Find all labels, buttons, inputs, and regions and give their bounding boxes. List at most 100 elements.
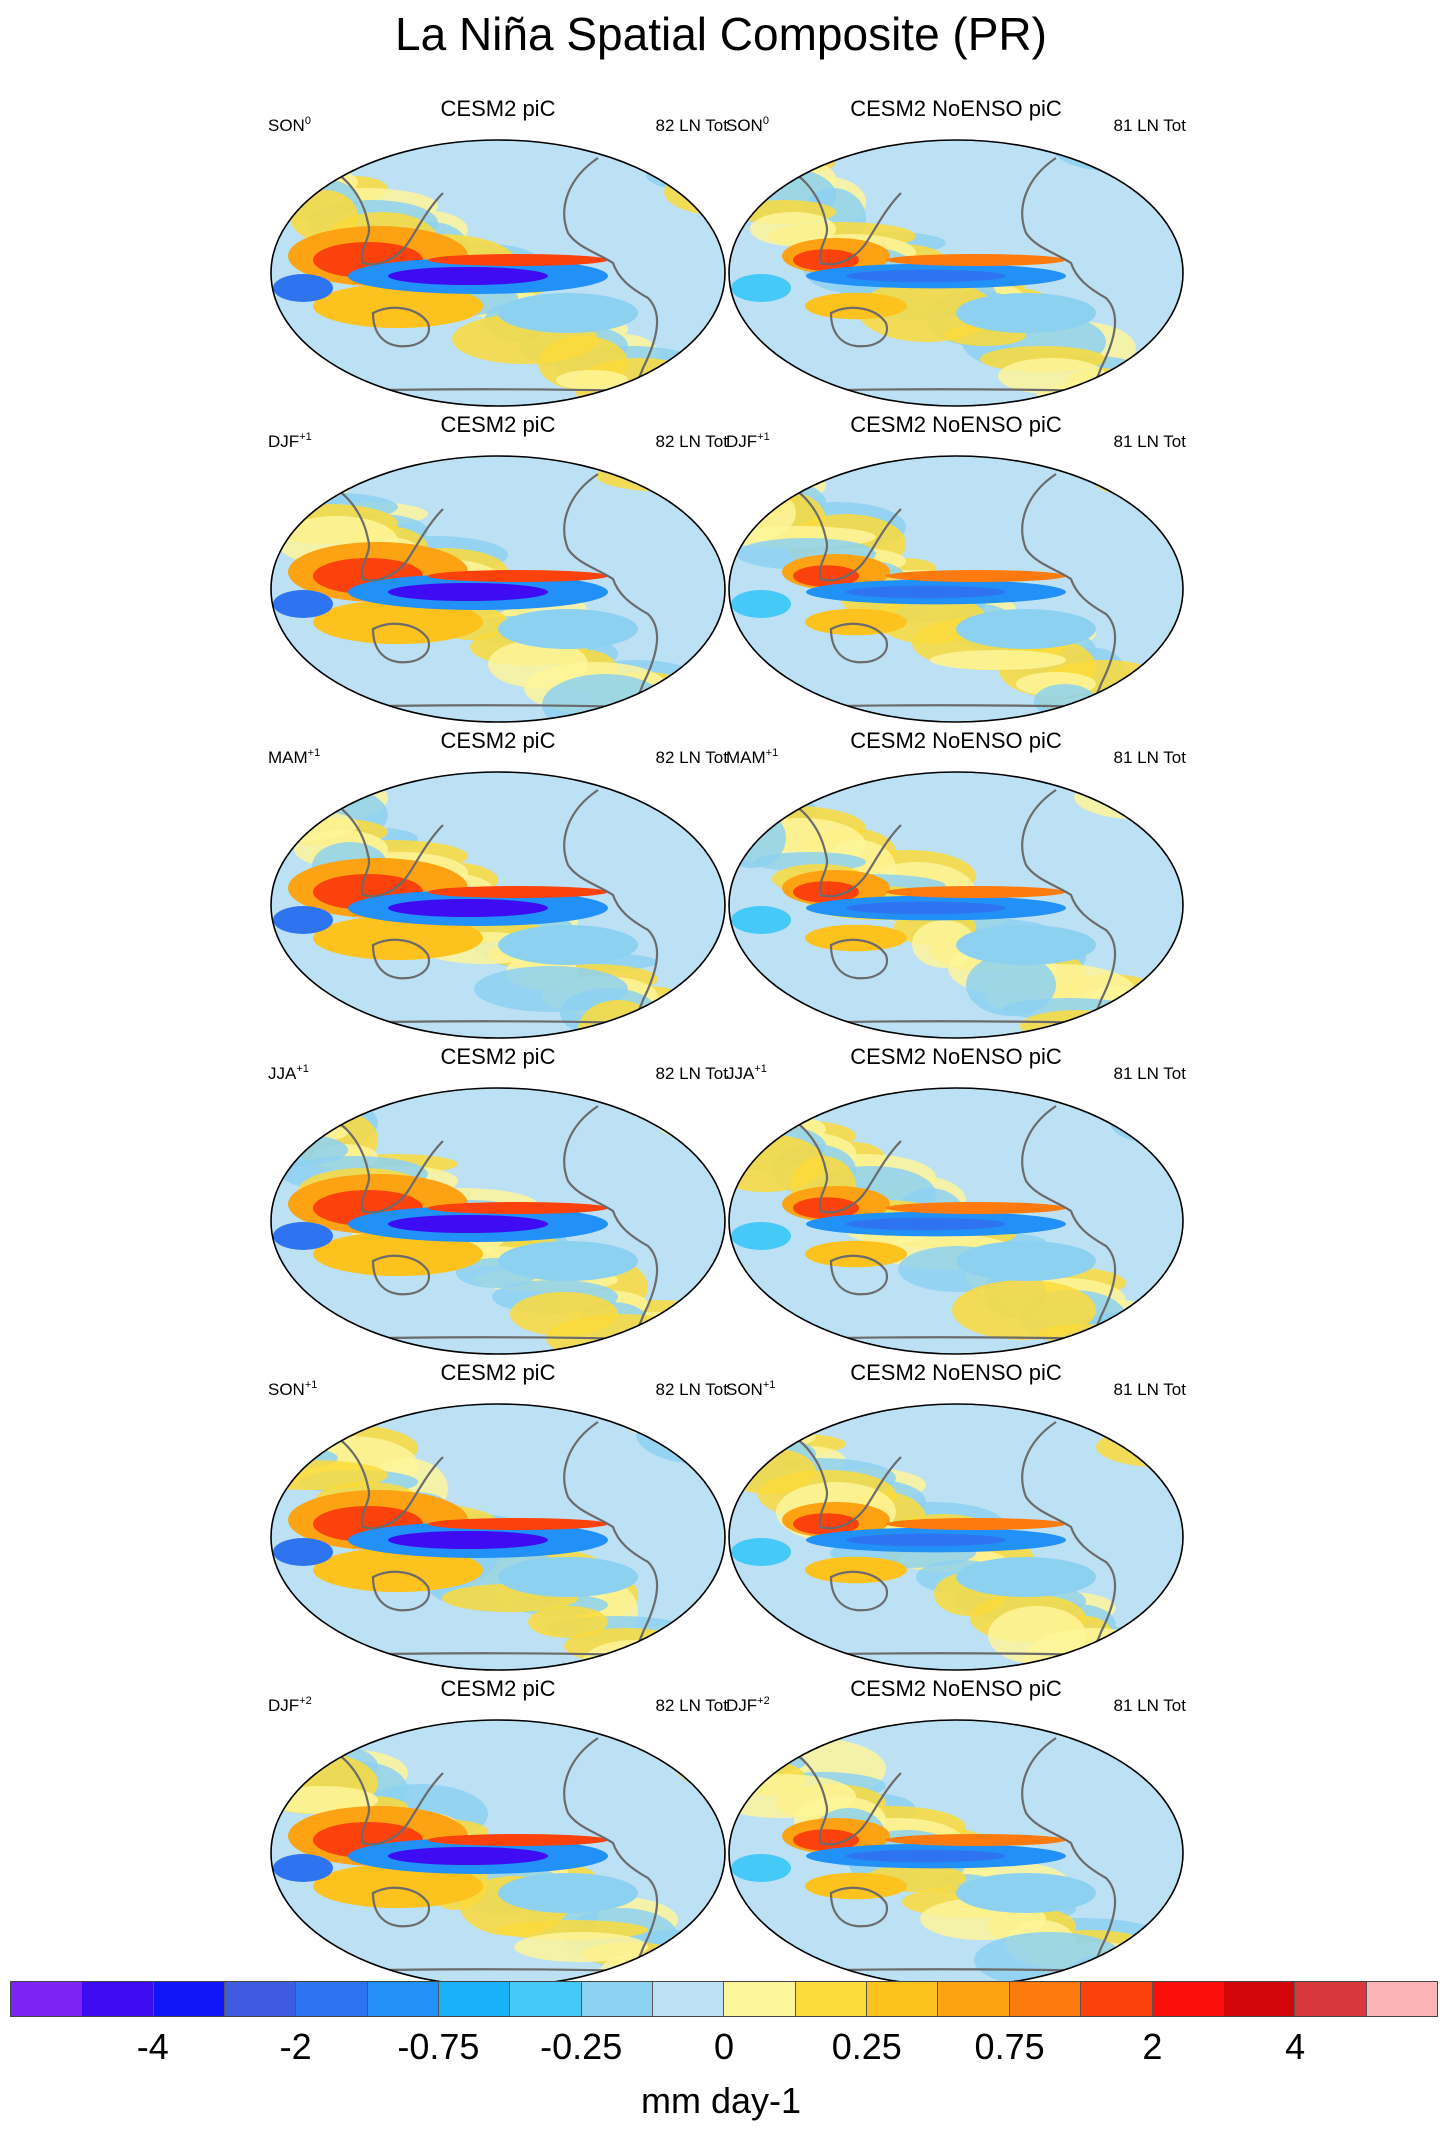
map-panel-cesm2-row1: CESM2 piC SON0 82 LN Tot xyxy=(268,96,728,408)
event-count-label: 81 LN Tot xyxy=(1113,1696,1186,1715)
colorbar xyxy=(10,1981,1438,2017)
colorbar-swatch xyxy=(1081,1982,1153,2016)
colorbar-swatch xyxy=(938,1982,1010,2016)
season-name: SON xyxy=(726,1380,763,1399)
map-panel-title: CESM2 NoENSO piC xyxy=(850,96,1062,121)
map-panel-noenso-row6: CESM2 NoENSO piC DJF+2 81 LN Tot xyxy=(726,1676,1186,1988)
figure-title: La Niña Spatial Composite (PR) xyxy=(395,8,1047,60)
season-label: JJA+1 xyxy=(726,1064,767,1084)
season-label: JJA+1 xyxy=(268,1064,309,1084)
colorbar-swatch xyxy=(510,1982,582,2016)
season-year-offset: +1 xyxy=(307,747,321,759)
colorbar-swatch xyxy=(1223,1982,1296,2016)
season-name: DJF xyxy=(268,432,300,451)
season-label: DJF+2 xyxy=(268,1696,312,1716)
map-panel-cesm2-row2: CESM2 piC DJF+1 82 LN Tot xyxy=(268,412,728,724)
event-count-label: 81 LN Tot xyxy=(1113,432,1186,451)
colorbar-tick-label: 0.25 xyxy=(831,2026,902,2067)
colorbar-swatch xyxy=(1295,1982,1367,2016)
colorbar-units-label: mm day-1 xyxy=(640,2080,802,2121)
event-count-label: 81 LN Tot xyxy=(1113,116,1186,135)
season-year-offset: 0 xyxy=(304,115,311,127)
precip-anomaly-map xyxy=(270,1087,726,1355)
map-panel-title: CESM2 piC xyxy=(440,1676,556,1701)
map-panel-title: CESM2 piC xyxy=(440,1360,556,1385)
colorbar-tick-label: -4 xyxy=(136,2026,169,2067)
season-label: DJF+1 xyxy=(268,432,312,452)
season-label: MAM+1 xyxy=(268,748,320,768)
precip-anomaly-map xyxy=(270,1719,726,1987)
map-panel-cesm2-row5: CESM2 piC SON+1 82 LN Tot xyxy=(268,1360,728,1672)
event-count-label: 81 LN Tot xyxy=(1113,748,1186,767)
colorbar-swatch xyxy=(795,1982,868,2016)
colorbar-swatch xyxy=(153,1982,226,2016)
season-year-offset: +1 xyxy=(757,431,770,443)
precip-anomaly-map xyxy=(728,771,1184,1039)
event-count-label: 81 LN Tot xyxy=(1113,1380,1186,1399)
season-label: SON0 xyxy=(726,116,769,136)
event-count-label: 81 LN Tot xyxy=(1113,1064,1186,1083)
map-panel-title: CESM2 NoENSO piC xyxy=(850,728,1062,753)
map-panel-noenso-row3: CESM2 NoENSO piC MAM+1 81 LN Tot xyxy=(726,728,1186,1040)
season-name: SON xyxy=(268,116,305,135)
colorbar-swatch xyxy=(724,1982,796,2016)
season-name: JJA xyxy=(268,1064,297,1083)
event-count-label: 82 LN Tot xyxy=(655,116,728,135)
season-name: DJF xyxy=(726,1696,758,1715)
season-year-offset: +1 xyxy=(304,1379,318,1391)
map-panel-cesm2-row4: CESM2 piC JJA+1 82 LN Tot xyxy=(268,1044,728,1356)
event-count-label: 82 LN Tot xyxy=(655,1064,728,1083)
event-count-label: 82 LN Tot xyxy=(655,1696,728,1715)
event-count-label: 82 LN Tot xyxy=(655,748,728,767)
season-label: DJF+1 xyxy=(726,432,770,452)
season-year-offset: 0 xyxy=(762,115,769,127)
colorbar-swatch xyxy=(296,1982,368,2016)
colorbar-swatch xyxy=(439,1982,511,2016)
colorbar-tick-label: -0.25 xyxy=(540,2026,623,2067)
season-label: MAM+1 xyxy=(726,748,778,768)
season-year-offset: +2 xyxy=(757,1695,770,1707)
season-name: SON xyxy=(726,116,763,135)
colorbar-swatch xyxy=(653,1982,725,2016)
colorbar-tick-labels: -4 -2 -0.75 -0.25 0 0.25 0.75 2 4 xyxy=(10,2024,1438,2074)
colorbar-swatch xyxy=(1009,1982,1082,2016)
precip-anomaly-map xyxy=(270,771,726,1039)
event-count-label: 82 LN Tot xyxy=(655,432,728,451)
colorbar-tick-label: 4 xyxy=(1285,2026,1306,2067)
season-name: JJA xyxy=(726,1064,755,1083)
map-panel-noenso-row5: CESM2 NoENSO piC SON+1 81 LN Tot xyxy=(726,1360,1186,1672)
map-panel-title: CESM2 NoENSO piC xyxy=(850,1676,1062,1701)
precip-anomaly-map xyxy=(728,139,1184,407)
colorbar-swatch xyxy=(581,1982,654,2016)
season-year-offset: +2 xyxy=(299,1695,312,1707)
season-year-offset: +1 xyxy=(754,1063,767,1075)
precip-anomaly-map xyxy=(270,455,726,723)
colorbar-swatch xyxy=(82,1982,154,2016)
colorbar-swatch xyxy=(1366,1982,1437,2016)
map-panel-title: CESM2 piC xyxy=(440,728,556,753)
season-year-offset: +1 xyxy=(765,747,779,759)
season-name: DJF xyxy=(726,432,758,451)
colorbar-tick-label: 0.75 xyxy=(974,2026,1045,2067)
season-name: MAM xyxy=(268,748,308,767)
season-name: DJF xyxy=(268,1696,300,1715)
precip-anomaly-map xyxy=(728,1087,1184,1355)
precip-anomaly-map xyxy=(270,139,726,407)
season-label: SON+1 xyxy=(268,1380,317,1400)
colorbar-tick-label: 2 xyxy=(1142,2026,1163,2067)
season-label: SON+1 xyxy=(726,1380,775,1400)
season-year-offset: +1 xyxy=(296,1063,309,1075)
map-panel-title: CESM2 piC xyxy=(440,96,556,121)
colorbar-tick-label: -2 xyxy=(279,2026,312,2067)
colorbar-swatch xyxy=(225,1982,297,2016)
colorbar-swatch xyxy=(11,1982,83,2016)
season-year-offset: +1 xyxy=(762,1379,776,1391)
season-year-offset: +1 xyxy=(299,431,312,443)
event-count-label: 82 LN Tot xyxy=(655,1380,728,1399)
precip-anomaly-map xyxy=(728,455,1184,723)
map-panel-noenso-row2: CESM2 NoENSO piC DJF+1 81 LN Tot xyxy=(726,412,1186,724)
map-panel-title: CESM2 NoENSO piC xyxy=(850,1044,1062,1069)
colorbar-swatch xyxy=(1152,1982,1224,2016)
map-panel-title: CESM2 piC xyxy=(440,412,556,437)
map-panel-title: CESM2 piC xyxy=(440,1044,556,1069)
